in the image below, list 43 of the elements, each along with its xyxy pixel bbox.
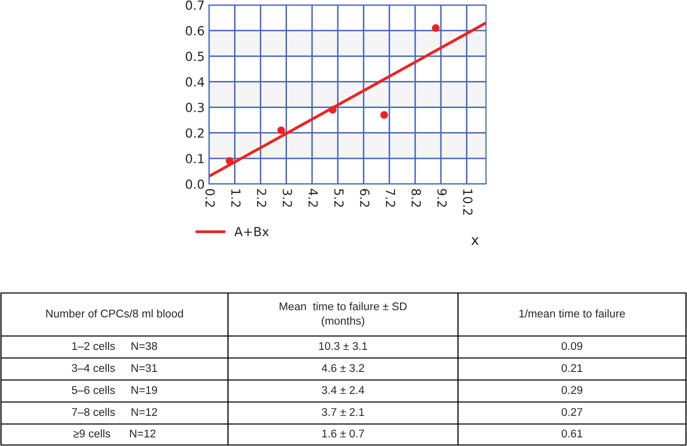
text: 4.6 ± 3.2 <box>322 364 364 372</box>
text: Mean time to failure ± SD (months) <box>280 302 407 327</box>
x-tick-label: 9.2 <box>437 188 447 207</box>
x-tick-label: 2.2 <box>257 189 266 207</box>
y-tick-label: 0.5 <box>186 52 204 62</box>
point <box>226 157 234 165</box>
text: 3.7 ± 2.1 <box>322 408 364 416</box>
x-tick-label: 5.2 <box>334 189 344 207</box>
x-tick-label: 4.2 <box>308 188 318 207</box>
text: 0.09 <box>562 342 582 350</box>
legend-label: A+Bx <box>234 227 269 236</box>
point <box>380 111 388 119</box>
point <box>432 24 440 32</box>
text: Number of CPCs/8 ml blood <box>46 309 183 318</box>
y-tick-label: 0.1 <box>186 154 204 164</box>
point <box>277 126 285 134</box>
point <box>328 106 336 114</box>
text: 1–2 cells N=38 <box>72 342 158 350</box>
text: 0.21 <box>562 364 582 372</box>
text: 0.61 <box>562 430 582 438</box>
y-tick-label: 0.7 <box>186 0 204 10</box>
x-tick-label: 10.2 <box>463 190 473 215</box>
text: 5–6 cells N=19 <box>72 386 158 394</box>
x-tick-label: 8.2 <box>412 189 421 207</box>
y-tick-label: 0.2 <box>186 128 204 138</box>
text: 1.6 ± 0.7 <box>322 430 364 438</box>
x-tick-label: 1.2 <box>231 190 241 207</box>
text: 0.29 <box>562 386 582 394</box>
y-tick-label: 0.6 <box>186 26 204 36</box>
text: 3.4 ± 2.4 <box>322 386 364 394</box>
x-tick-label: 3.2 <box>282 189 292 207</box>
text: 3–4 cells N=31 <box>72 364 158 372</box>
x-axis-title: x <box>471 237 479 245</box>
text: 10.3 ± 3.1 <box>319 342 368 350</box>
y-tick-label: 0.4 <box>186 77 204 87</box>
x-tick-label: 6.2 <box>360 189 370 207</box>
y-tick-label: 0.0 <box>186 179 204 189</box>
y-tick-label: 0.3 <box>186 102 204 112</box>
text: 1/mean time to failure <box>519 309 625 318</box>
text: 7–8 cells N=12 <box>72 408 158 416</box>
text: 0.27 <box>562 408 582 416</box>
text: ≥9 cells N=12 <box>73 429 156 438</box>
x-tick-label: 7.2 <box>386 189 396 207</box>
